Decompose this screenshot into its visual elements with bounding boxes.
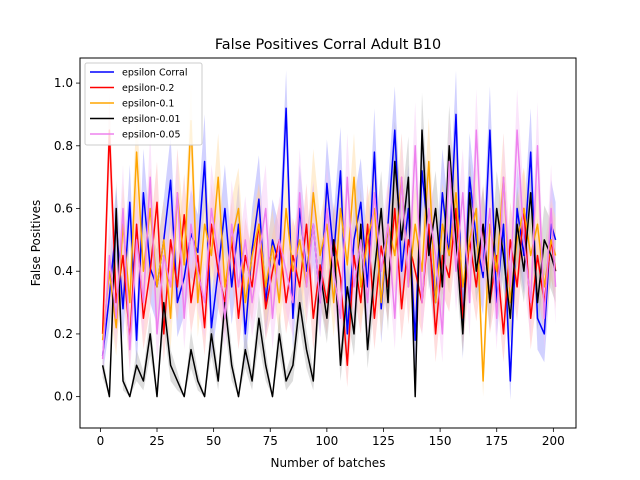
y-axis-label: False Positives [29,200,43,286]
y-tick-label: 0.2 [54,327,73,341]
line-series-0 [101,107,557,382]
x-tick-label: 100 [315,434,338,448]
x-tick-label: 125 [372,434,395,448]
legend-label: epsilon-0.1 [122,99,174,110]
band-series-2 [102,83,556,397]
x-tick-label: 150 [429,434,452,448]
legend-label: epsilon-0.2 [122,83,174,94]
x-tick-label: 175 [485,434,508,448]
series-lines [101,107,557,398]
legend: epsilon Corral epsilon-0.2 epsilon-0.1 epsi… [84,62,203,146]
plot-frame [79,57,577,429]
legend-box [84,62,203,146]
x-tick-label: 25 [149,434,164,448]
y-axis-ticks: 0.0 0.2 0.4 0.6 0.8 1.0 [54,76,80,404]
y-tick-label: 0.0 [54,390,73,404]
legend-label: epsilon Corral [122,68,188,79]
legend-label: epsilon-0.01 [122,114,181,125]
x-tick-label: 0 [97,434,105,448]
x-axis-label: Number of batches [271,456,386,470]
x-axis-ticks: 0 25 50 75 100 125 150 175 200 [97,428,565,448]
y-tick-label: 0.8 [54,139,73,153]
legend-label: epsilon-0.05 [122,130,181,141]
x-tick-label: 50 [206,434,221,448]
x-tick-label: 75 [263,434,278,448]
line-series-4 [101,129,557,360]
y-tick-label: 1.0 [54,76,73,90]
chart-title: False Positives Corral Adult B10 [215,37,441,53]
band-series-3 [102,92,556,397]
x-tick-label: 200 [542,434,565,448]
y-tick-label: 0.4 [54,264,73,278]
line-series-3 [101,129,557,398]
y-tick-label: 0.6 [54,202,73,216]
